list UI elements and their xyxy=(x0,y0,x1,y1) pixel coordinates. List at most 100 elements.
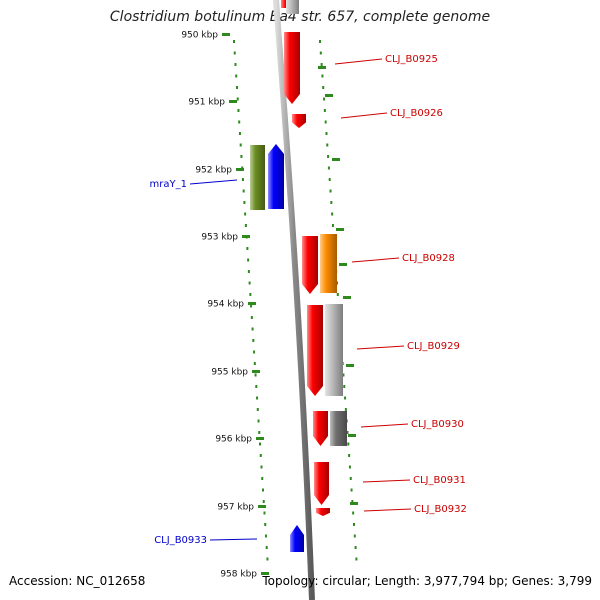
ruler-tick xyxy=(222,33,230,36)
gene-CLJ_B0930-gray xyxy=(330,411,347,446)
ruler-dot-inner xyxy=(262,500,265,503)
ruler-tick xyxy=(350,502,358,505)
ruler-dot-inner xyxy=(246,247,249,250)
ruler-tick xyxy=(236,168,244,171)
ruler-tick xyxy=(332,158,340,161)
ruler-dot-inner xyxy=(264,534,267,538)
ruler-dot-inner xyxy=(241,178,244,181)
ruler-tick xyxy=(348,434,356,437)
ruler-label: 950 kbp xyxy=(181,31,218,41)
ruler-label: 951 kbp xyxy=(188,98,225,108)
ruler-dot-inner xyxy=(233,40,235,43)
ruler-tick xyxy=(261,572,269,575)
ruler-label: 957 kbp xyxy=(217,503,254,513)
ruler-dot-inner xyxy=(238,132,241,135)
ruler-tick xyxy=(339,263,347,266)
label-leader-line xyxy=(189,179,238,185)
ruler-dot-inner xyxy=(247,270,250,273)
ruler-dot-outer xyxy=(344,408,347,411)
gene-label-mraY_1: mraY_1 xyxy=(150,179,187,190)
gene-label-CLJ_B0933: CLJ_B0933 xyxy=(154,535,207,546)
ruler-label: 958 kbp xyxy=(220,570,257,580)
ruler-dot-outer xyxy=(343,385,346,388)
ruler-dot-inner xyxy=(249,293,252,296)
ruler-dot-outer xyxy=(322,86,325,89)
ruler-tick xyxy=(229,100,237,103)
gene-CLJ_B0928-red xyxy=(302,236,318,294)
label-leader-line xyxy=(340,112,388,119)
label-leader-line xyxy=(334,58,383,65)
accession-text: Accession: NC_012658 xyxy=(9,574,146,588)
gene-label-CLJ_B0930: CLJ_B0930 xyxy=(411,419,464,430)
ruler-labels: 950 kbp 951 kbp 952 kbp 953 kbp 954 kbp 955 k… xyxy=(181,31,257,580)
gene-label-CLJ_B0928: CLJ_B0928 xyxy=(402,253,455,264)
ruler-dot-outer xyxy=(330,201,333,204)
gene-CLJ_B0932 xyxy=(316,508,330,516)
ruler-dot-outer xyxy=(319,40,321,43)
label-leader-line xyxy=(363,508,412,512)
ruler-dot-outer xyxy=(325,132,328,135)
label-leader-line xyxy=(360,423,409,428)
ruler-dot-inner xyxy=(258,431,261,434)
ruler-dot-outer xyxy=(331,224,334,227)
gene-CLJ_B0931 xyxy=(314,462,329,505)
ruler-dot-inner xyxy=(261,488,264,492)
ruler-dot-outer xyxy=(344,396,347,400)
ruler-dot-inner xyxy=(235,74,238,78)
ruler-tick xyxy=(318,66,326,69)
ruler-dot-inner xyxy=(259,442,262,446)
gene-CLJ_B0926 xyxy=(292,114,306,128)
ruler-dot-outer xyxy=(319,51,322,55)
label-leader-line xyxy=(209,538,258,541)
ruler-dot-inner xyxy=(260,465,263,469)
ruler-tick xyxy=(336,228,344,231)
ruler-dot-outer xyxy=(326,143,329,147)
ruler-dot-inner xyxy=(263,511,266,515)
ruler-dot-inner xyxy=(250,316,253,319)
genome-summary-text: Topology: circular; Length: 3,977,794 bp… xyxy=(262,574,592,588)
ruler-dot-inner xyxy=(256,396,259,400)
gene-mraY_1 xyxy=(268,144,284,209)
ruler-dot-inner xyxy=(244,224,247,227)
ruler-dot-inner xyxy=(239,143,242,147)
gene-label-CLJ_B0931: CLJ_B0931 xyxy=(413,475,466,486)
ruler-dot-inner xyxy=(235,86,238,89)
ruler-ticks xyxy=(222,33,358,575)
ruler-dot-outer xyxy=(352,523,355,526)
ruler-dot-inner xyxy=(259,454,262,457)
ruler-dot-inner xyxy=(238,120,241,124)
ruler-dot-outer xyxy=(353,534,356,538)
ruler-dot-outer xyxy=(323,109,326,112)
label-leader-line xyxy=(362,479,411,483)
ruler-dot-inner xyxy=(261,477,264,480)
ruler-dot-inner xyxy=(253,350,256,354)
gene-olive xyxy=(250,145,265,210)
ruler-dot-outer xyxy=(327,166,330,170)
ruler-dot-outer xyxy=(347,442,350,446)
ruler-tick xyxy=(325,94,333,97)
ruler-dot-outer xyxy=(348,465,351,469)
gene-features xyxy=(250,0,347,552)
gene-CLJ_B0929-red xyxy=(307,305,323,396)
ruler-dot-outer xyxy=(329,189,332,193)
ruler-dot-outer xyxy=(323,97,326,101)
gene-CLJ_B0930-red xyxy=(313,411,328,446)
gene-labels: CLJ_B0925 CLJ_B0926 mraY_1 CLJ_B0928 CLJ_B09… xyxy=(150,54,467,546)
backbone-line xyxy=(273,0,315,600)
ruler-tick xyxy=(346,364,354,367)
ruler-label: 955 kbp xyxy=(211,368,248,378)
ruler-label: 956 kbp xyxy=(215,435,252,445)
ruler-dot-inner xyxy=(250,304,253,308)
ruler-dot-outer xyxy=(351,500,354,503)
gene-top-partial-gray xyxy=(286,0,299,14)
ruler-dot-outer xyxy=(321,74,324,78)
gene-CLJ_B0929-gray xyxy=(325,304,343,396)
ruler-dot-outer xyxy=(352,511,355,515)
ruler-dot-inner xyxy=(251,327,254,331)
ruler-tick xyxy=(256,437,264,440)
ruler-dot-inner xyxy=(237,109,240,112)
gene-label-CLJ_B0925: CLJ_B0925 xyxy=(385,54,438,65)
ruler-dot-inner xyxy=(266,557,269,561)
ruler-dot-outer xyxy=(331,212,334,216)
ruler-dot-inner xyxy=(244,212,247,216)
